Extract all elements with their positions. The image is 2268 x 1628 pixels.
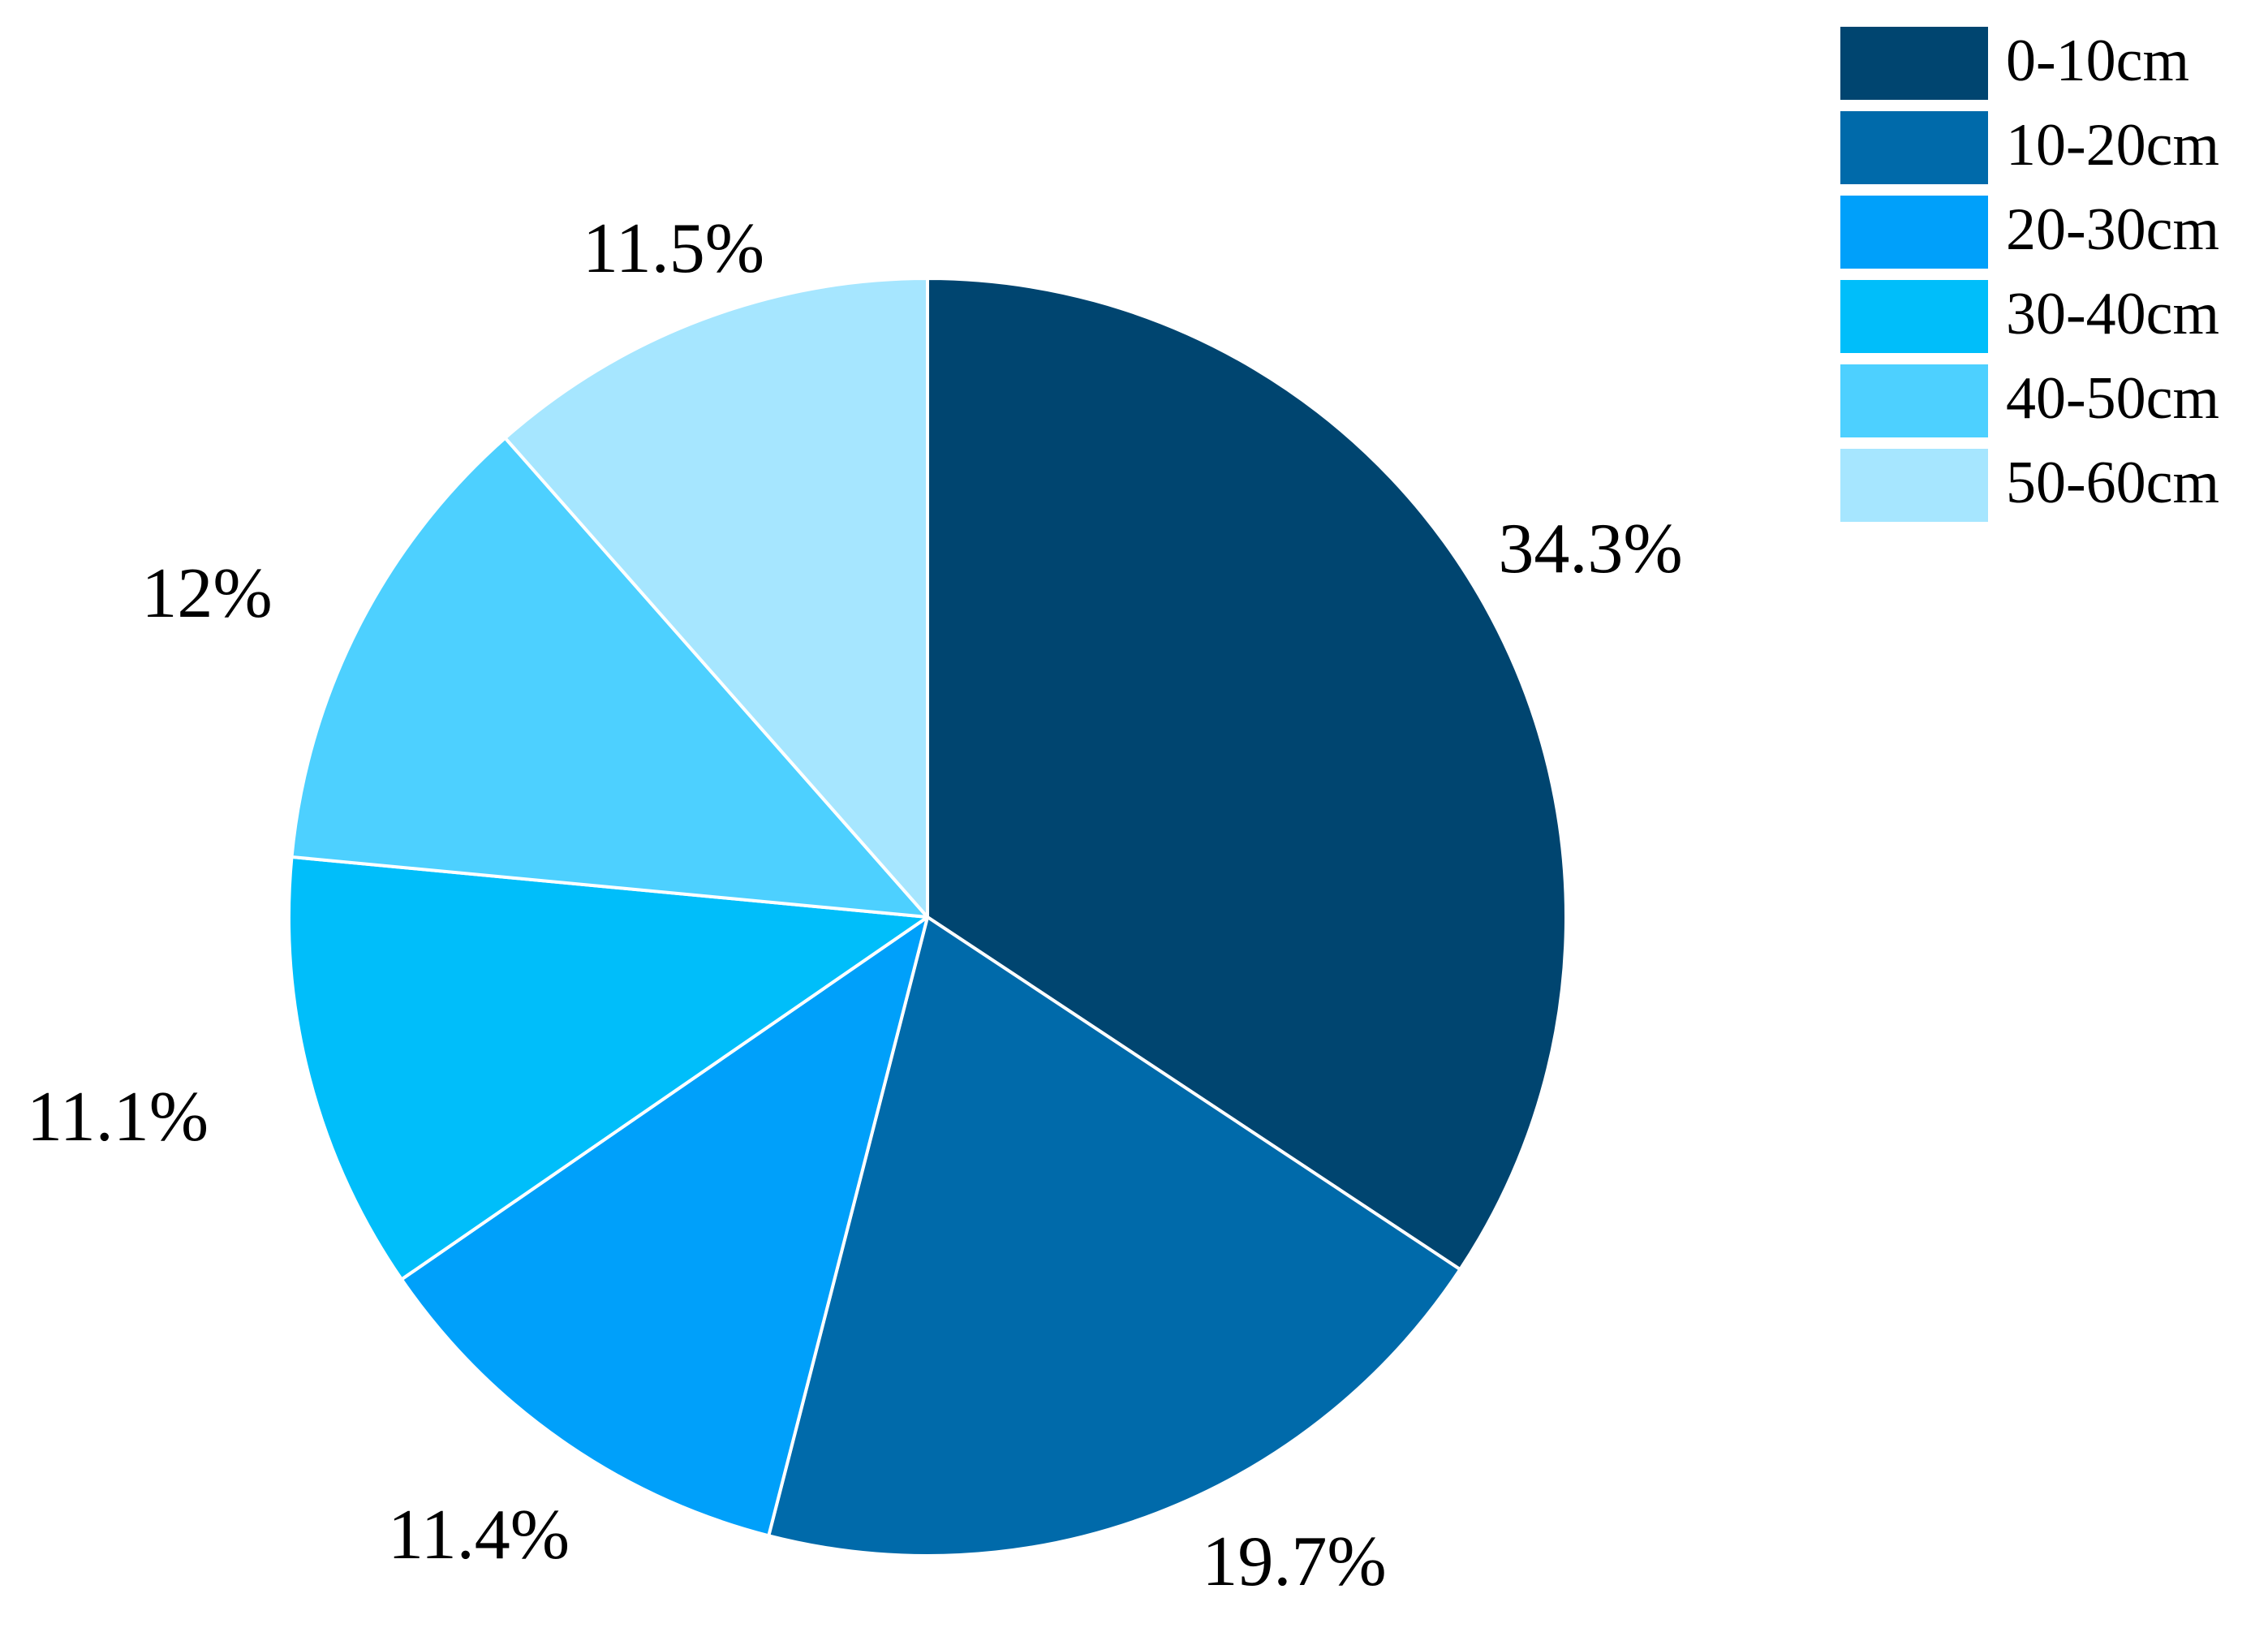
legend-label-10-20cm: 10-20cm [2006,112,2219,179]
legend-label-50-60cm: 50-60cm [2006,450,2219,516]
pie-slice-20-30cm [399,915,929,1538]
pie-slice-labels: 34.3% 19.7% 11.4% 11.1% 12% 11.5% [27,209,1683,1601]
legend-label-0-10cm: 0-10cm [2006,28,2189,94]
legend-swatch-20-30cm [1840,196,1988,269]
legend-label-40-50cm: 40-50cm [2006,365,2219,432]
slice-label-0-10cm: 34.3% [1498,510,1682,588]
legend-swatch-30-40cm [1840,280,1988,353]
pie-slice-10-20cm [767,915,1462,1557]
legend: 0-10cm 10-20cm 20-30cm 30-40cm 40-50cm 50-60c… [1840,27,2219,522]
slice-label-40-50cm: 12% [141,554,272,633]
pie-slice-40-50cm [290,436,929,919]
legend-swatch-40-50cm [1840,364,1988,437]
legend-swatch-10-20cm [1840,111,1988,184]
legend-swatch-50-60cm [1840,449,1988,522]
legend-label-20-30cm: 20-30cm [2006,196,2219,263]
pie-slice-50-60cm [503,277,929,919]
pie-slices [287,277,1568,1557]
slice-label-10-20cm: 19.7% [1202,1522,1386,1601]
legend-swatch-0-10cm [1840,27,1988,100]
pie-slice-30-40cm [287,855,929,1281]
legend-label-30-40cm: 30-40cm [2006,281,2219,347]
slice-label-30-40cm: 11.1% [27,1078,209,1156]
slice-label-20-30cm: 11.4% [388,1496,570,1574]
slice-label-50-60cm: 11.5% [583,209,764,288]
